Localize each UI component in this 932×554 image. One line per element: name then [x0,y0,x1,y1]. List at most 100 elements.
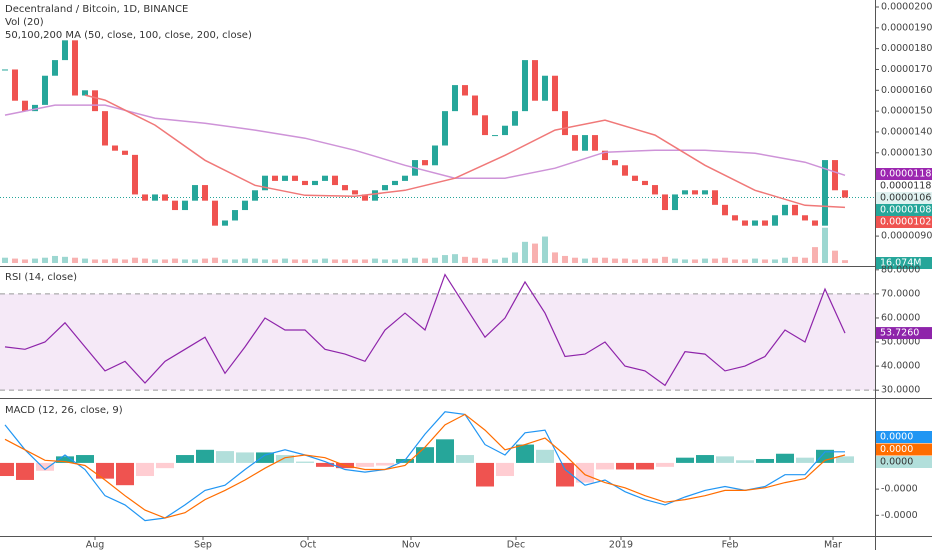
price-badge-label: 0.00001061 [880,193,932,204]
volume-bar [472,257,478,263]
candle [122,150,128,155]
y-tick-label: 0.0000130 [881,147,932,158]
volume-bar [702,258,708,263]
candle [422,160,428,166]
volume-bar [342,259,348,263]
macd-histogram-bar [56,456,74,463]
candle [222,220,228,226]
volume-bar [162,259,168,263]
candle [262,175,268,191]
ma-title: 50,100,200 MA (50, close, 100, close, 20… [5,30,252,41]
volume-bar [692,259,698,263]
price-badge-label: 0.00001185 [880,169,932,180]
volume-bar [822,227,828,263]
candle [802,215,808,221]
volume-bar [432,257,438,263]
volume-bar [552,252,558,263]
volume-bar [572,257,578,263]
candle [22,100,28,112]
candle [382,185,388,191]
y-tick-label: 0.0000140 [881,126,932,137]
candle [152,194,158,201]
candle [92,90,98,112]
candle [772,215,778,226]
volume-bar [352,259,358,263]
volume-bar [622,258,628,263]
candle [252,190,258,201]
candle [482,115,488,136]
volume-bar [412,257,418,263]
macd-line [4,413,846,519]
volume-bar [282,258,288,263]
volume-bar [502,257,508,263]
back-layer [0,197,875,391]
volume-bar [102,259,108,263]
volume-bar [62,256,68,263]
macd-histogram-bar [76,455,94,463]
volume-bar [22,259,28,263]
candle [522,60,528,112]
rsi-badge-label: 53.7260 [880,328,919,339]
volume-bar [842,260,848,263]
volume-bar [32,258,38,263]
price-badge [876,216,932,228]
volume-bar [832,250,838,263]
macd-histogram-bar [256,452,274,463]
volume-bar [192,259,198,263]
macd-histogram-bar [176,455,194,463]
candle [662,194,668,211]
volume-bar [772,259,778,263]
candle [82,90,88,96]
price-badge-label: 0.0000 [880,457,913,468]
y-tick-label: 50.0000 [881,337,920,348]
macd-histogram-bar [416,447,434,463]
macd-histogram-bar [616,462,634,470]
candle [612,160,618,166]
volume-bar [442,255,448,263]
candle [452,85,458,112]
candle [832,160,838,191]
volume-bar [782,257,788,263]
x-tick-label: Mar [824,540,842,551]
volume-bar [42,257,48,263]
macd-histogram-bar [696,455,714,463]
volume-bar [12,258,18,263]
candle [682,190,688,195]
volume-bar [742,259,748,263]
x-tick-label: Oct [300,540,317,551]
candle [552,75,558,112]
macd-histogram-bar [276,455,294,463]
y-tick-label: 80.0000 [881,264,920,275]
price-badge [876,443,932,456]
candle [352,190,358,195]
volume-badge-label: 16.074M [880,258,921,269]
volume-bar [242,258,248,263]
volume-bar [492,259,498,263]
volume-bar [252,258,258,263]
y-tick-label: 0.0000170 [881,64,932,75]
y-tick-label: 0.0000150 [881,106,932,117]
macd-histogram-bar [796,457,814,463]
y-tick-label: 0.0000190 [881,22,932,33]
y-tick-label: 70.0000 [881,288,920,299]
candle [392,180,398,186]
ma-line [84,94,846,209]
volume-title: Vol (20) [5,17,44,28]
volume-bar [712,258,718,263]
y-tick-label: 60.0000 [881,312,920,323]
y-tick-label: -0.0000 [881,510,918,521]
volume-bar [222,259,228,263]
macd-histogram-bar [296,461,314,463]
macd-histogram-bar [556,462,574,487]
candle [292,175,298,181]
volume-bar [652,258,658,263]
volume-bar [262,259,268,263]
candle [312,180,318,186]
volume-bar [532,243,538,263]
volume-bar [592,257,598,263]
macd-histogram-bar [0,462,14,477]
candle [142,194,148,201]
volume-bar [642,258,648,263]
